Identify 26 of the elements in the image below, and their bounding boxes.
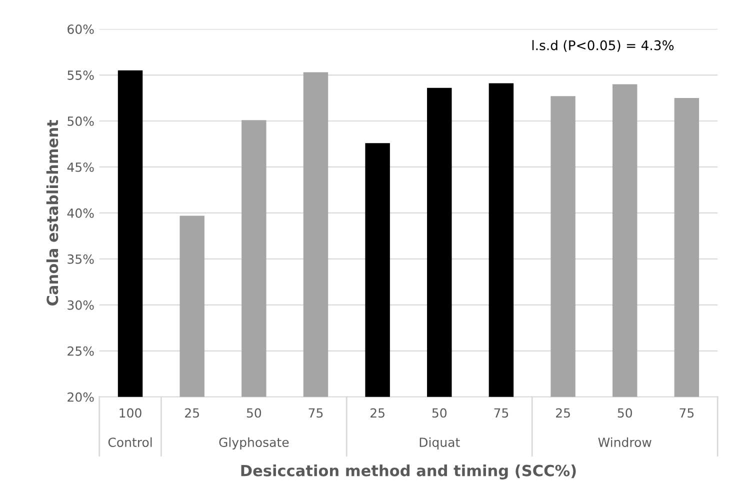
y-tick-label: 20% — [68, 392, 94, 402]
y-tick-label: 45% — [67, 162, 94, 172]
text: Glyphosate — [219, 437, 289, 450]
x-tick-label: 50 — [618, 408, 632, 418]
x-tick-label: 75 — [680, 408, 694, 418]
x-tick-label: 25 — [556, 408, 570, 418]
y-tick-label: 55% — [68, 70, 94, 80]
y-tick-label: 40% — [67, 208, 94, 218]
x-tick-label: 75 — [308, 408, 323, 418]
text: Diquat — [420, 437, 460, 450]
x-tick-label: 50 — [432, 408, 447, 418]
annotation: l.s.d (P<0.05) = 4.3% — [532, 40, 674, 52]
x-axis-title: Desiccation method and timing (SCC%) — [241, 464, 576, 480]
y-tick-label: 25% — [68, 346, 94, 356]
x-tick-label: 75 — [494, 408, 508, 418]
x-tick-label: 100 — [120, 408, 142, 418]
y-tick-label: 50% — [68, 116, 94, 126]
x-tick-label: 25 — [185, 408, 199, 418]
text: Control — [108, 437, 152, 448]
y-tick-label: 35% — [68, 254, 94, 264]
x-tick-label: 25 — [370, 408, 384, 418]
text: Windrow — [598, 437, 652, 448]
y-tick-label: 30% — [68, 300, 94, 310]
y-axis-title: Canola establishment — [46, 120, 58, 306]
y-tick-label: 60% — [68, 24, 94, 34]
x-tick-label: 50 — [246, 408, 262, 418]
